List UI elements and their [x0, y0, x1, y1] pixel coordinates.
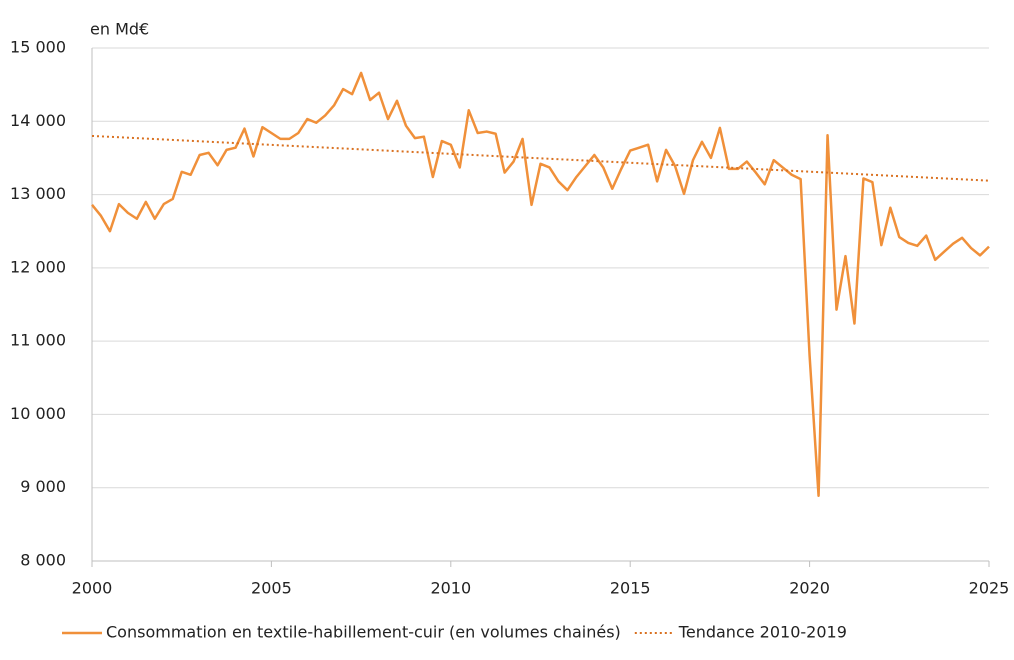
- y-tick-label: 9 000: [20, 477, 66, 496]
- legend-label: Tendance 2010-2019: [678, 623, 847, 642]
- line-series: [91, 71, 990, 498]
- y-tick-label: 10 000: [10, 404, 66, 423]
- y-tick-label: 11 000: [10, 331, 66, 350]
- x-tick-label: 2020: [789, 579, 830, 598]
- y-tick-label: 8 000: [20, 551, 66, 570]
- x-tick-label: 2015: [610, 579, 651, 598]
- x-tick-label: 2000: [72, 579, 113, 598]
- line-series: [91, 134, 990, 182]
- legend-label: Consommation en textile-habillement-cuir…: [106, 623, 621, 642]
- y-tick-label: 15 000: [10, 38, 66, 57]
- x-tick-label: 2005: [251, 579, 292, 598]
- y-tick-label: 12 000: [10, 257, 66, 276]
- x-tick-label: 2025: [969, 579, 1010, 598]
- y-tick-label: 14 000: [10, 111, 66, 130]
- y-tick-label: 13 000: [10, 184, 66, 203]
- y-axis-label: en Md€: [90, 20, 149, 39]
- x-tick-label: 2010: [430, 579, 471, 598]
